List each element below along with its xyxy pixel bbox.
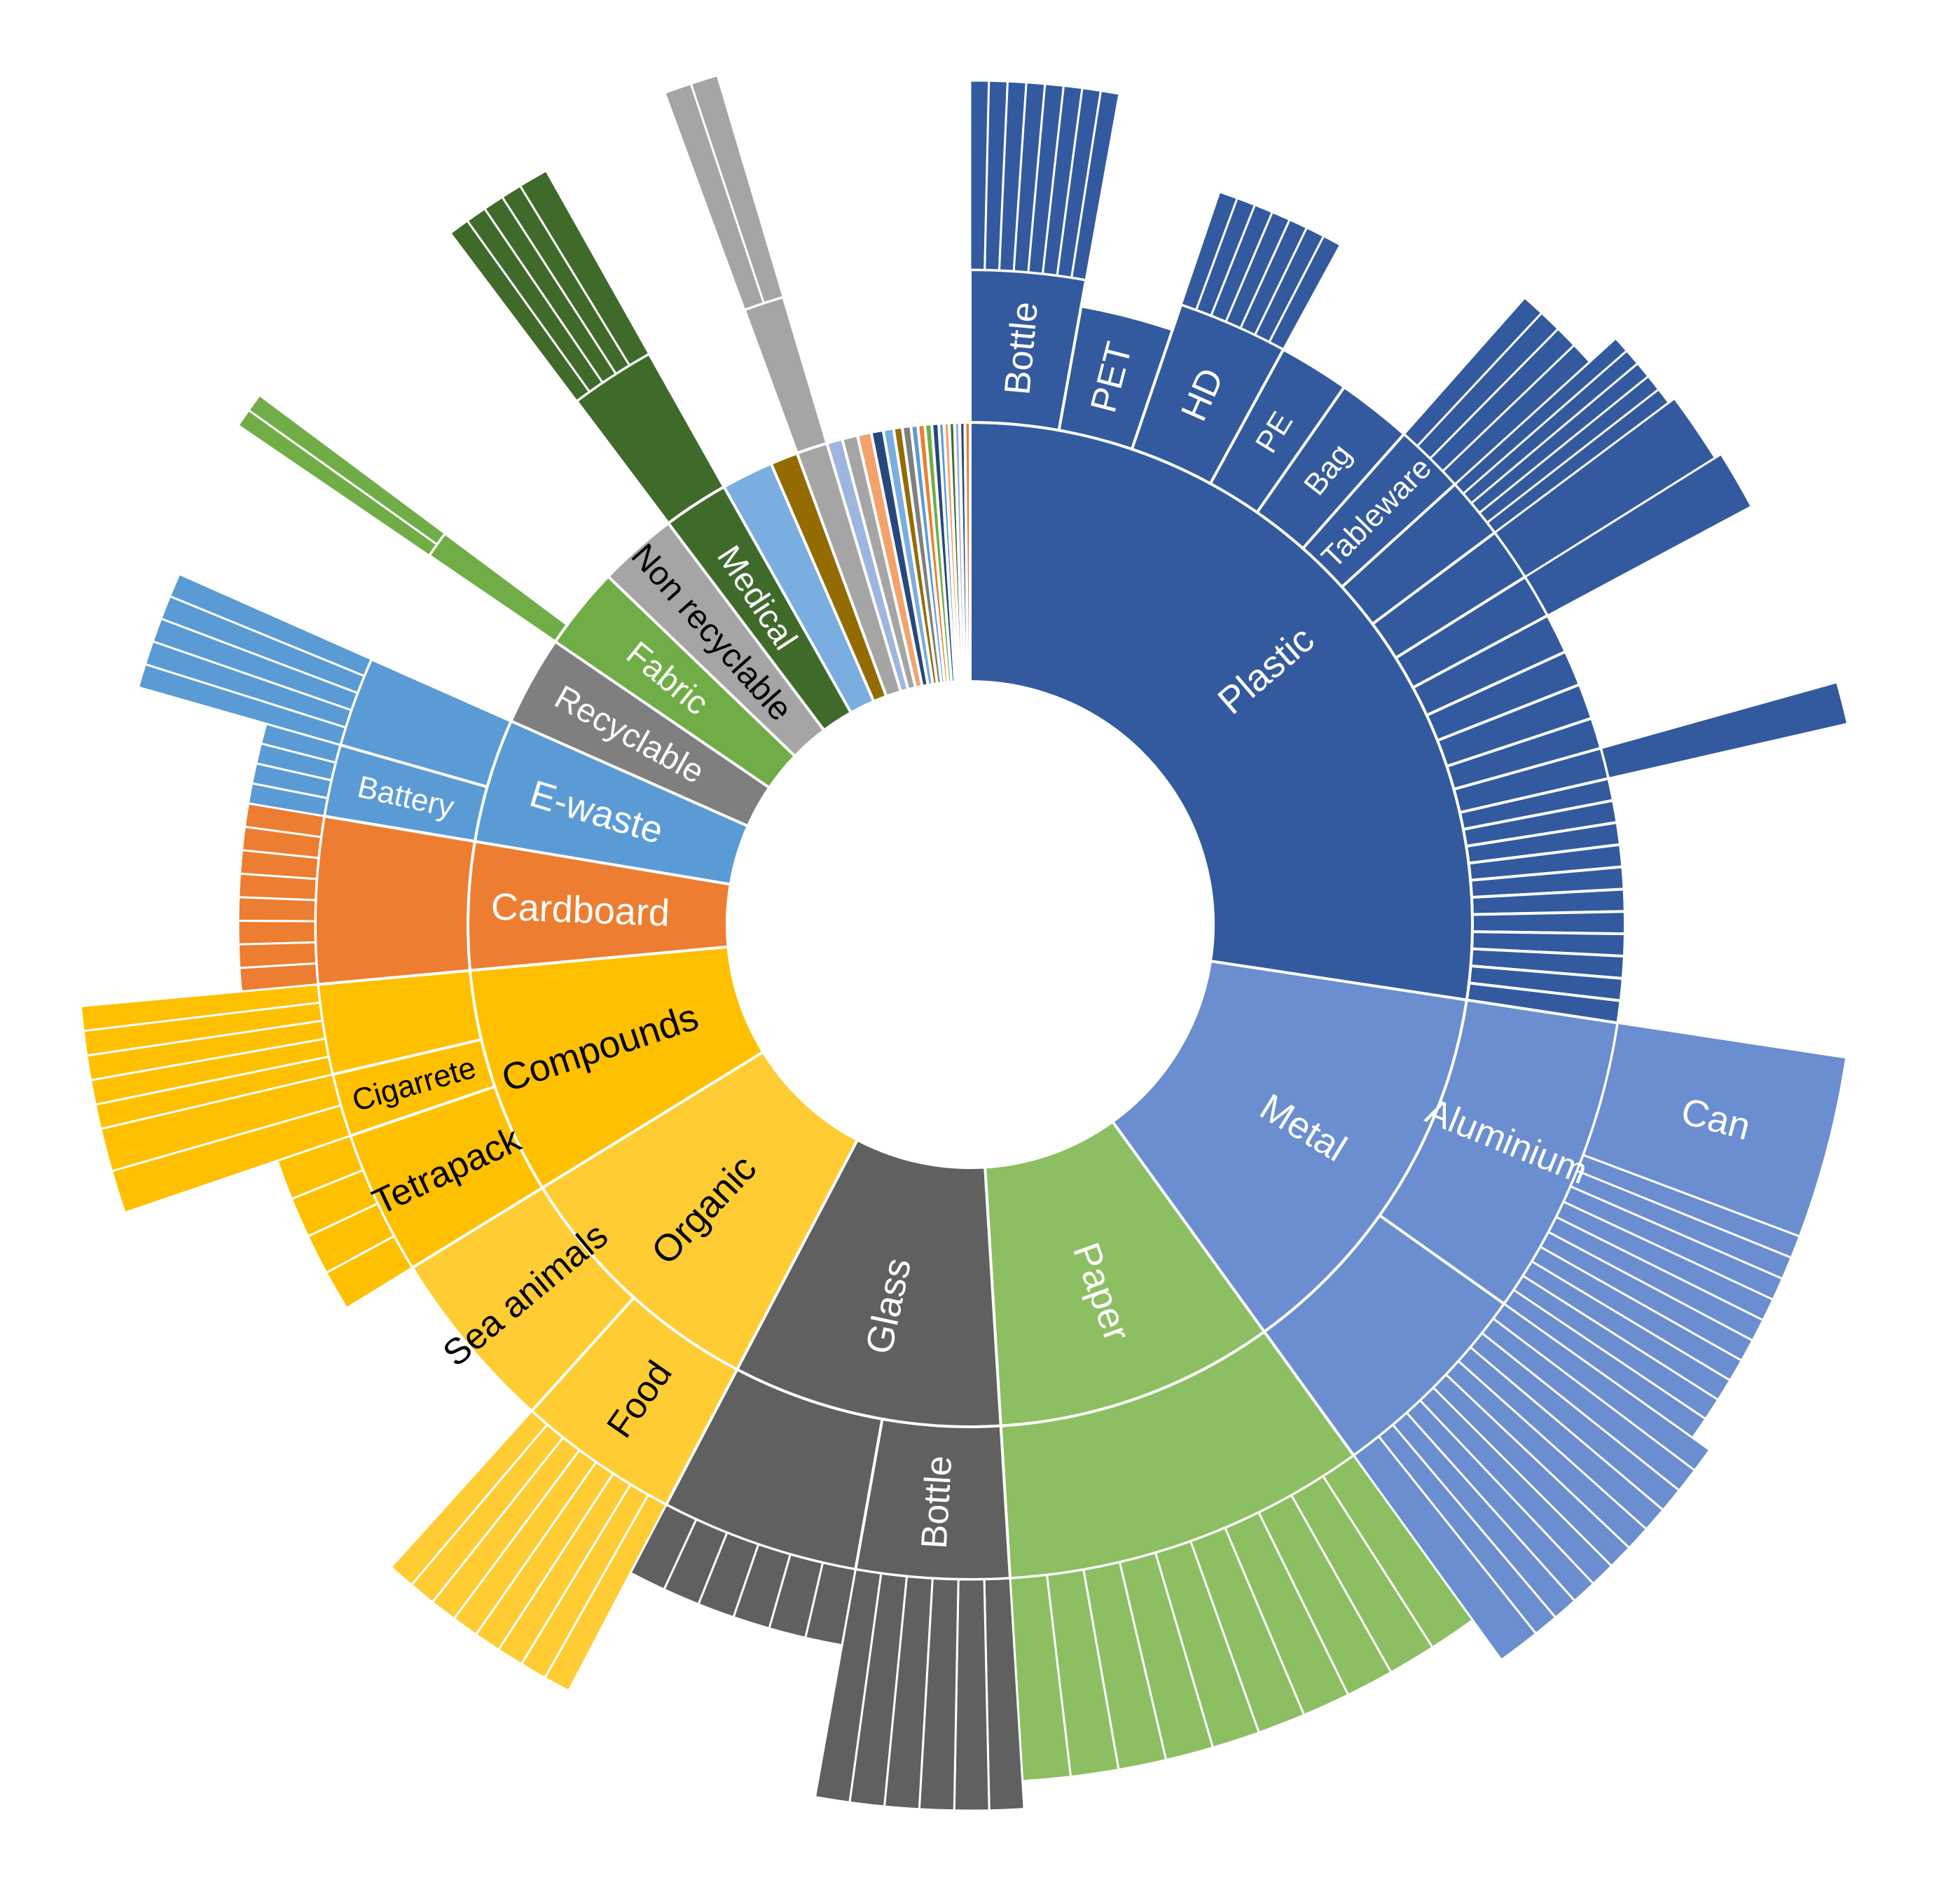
leaf-plastic-sub-8-0 bbox=[1524, 452, 1753, 617]
outer-ring bbox=[79, 74, 1849, 1812]
leaf-medical-sub-0-4 bbox=[518, 169, 651, 367]
leaf-e-waste-sub-1-4 bbox=[168, 572, 373, 677]
inner-ring bbox=[467, 420, 1474, 1429]
cardboard-sub-0 bbox=[314, 814, 477, 986]
leaf-glass-bottle-1 bbox=[953, 1578, 991, 1812]
leaf-segment-14-sub-0-1 bbox=[689, 74, 785, 305]
segment-14-sub-0 bbox=[743, 295, 829, 455]
sub-label-plastic-bottle: Bottle bbox=[997, 300, 1046, 396]
leaf-organic-food-7 bbox=[389, 1409, 549, 1587]
leaf-cardboard-sub-0-3 bbox=[237, 896, 317, 922]
leaf-plastic-hd-6 bbox=[1268, 234, 1342, 351]
leaf-cardboard-sub-0-2 bbox=[237, 920, 317, 946]
category-segment-31 bbox=[963, 420, 972, 684]
leaf-fabric-sub-0-1 bbox=[247, 394, 447, 546]
fabric-sub-0 bbox=[427, 531, 570, 644]
sub-label-glass-bottle: Bottle bbox=[914, 1455, 960, 1550]
plastic-sub-20 bbox=[1470, 910, 1627, 936]
leaf-plastic-sub-13-0 bbox=[1599, 680, 1849, 780]
leaf-plastic-bottle-7 bbox=[1070, 89, 1121, 282]
leaf-cardboard-sub-0-1 bbox=[237, 941, 318, 969]
category-label-cardboard: Cardboard bbox=[490, 885, 670, 934]
leaf-fabric-sub-0-0 bbox=[236, 408, 439, 558]
